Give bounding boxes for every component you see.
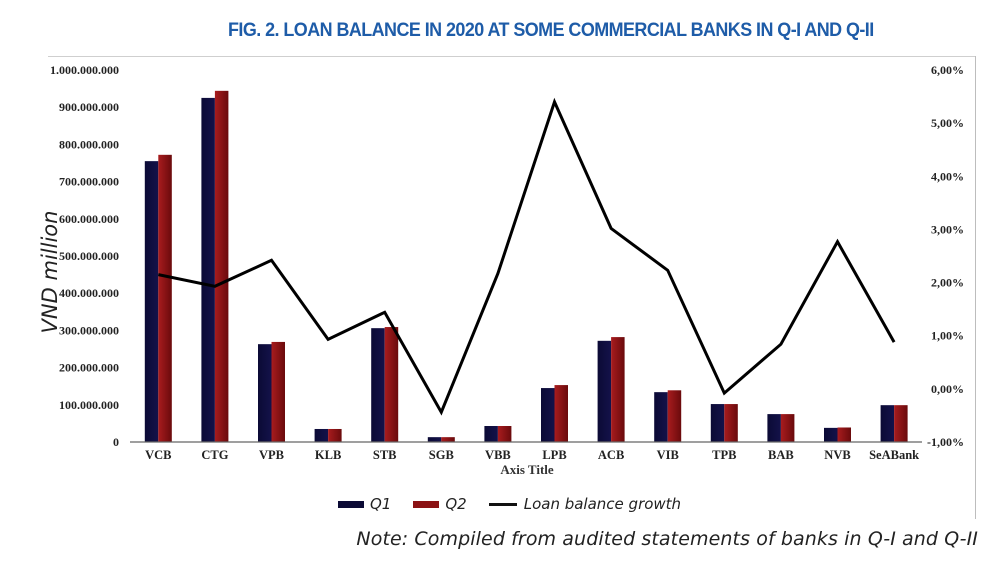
chart-frame-top-border [48, 56, 976, 57]
legend-label-q2: Q2 [445, 495, 467, 513]
x-tick-label: NVB [824, 448, 850, 462]
bar-q2-vib [667, 390, 682, 442]
y-tick-label: 400.000.000 [59, 286, 119, 300]
y2-tick-label: 6,00% [931, 63, 964, 77]
bar-q1-lpb [541, 388, 555, 442]
y2-tick-label: -1,00% [927, 435, 964, 449]
bar-q1-stb [371, 328, 385, 442]
legend-label-q1: Q1 [370, 495, 392, 513]
y2-tick-label: 1,00% [931, 329, 964, 343]
bar-q2-ctg [214, 90, 229, 442]
chart-legend: Q1 Q2 Loan balance growth [338, 494, 703, 514]
legend-item-q1: Q1 [338, 495, 391, 513]
x-tick-label: KLB [315, 448, 341, 462]
bar-q2-bab [780, 414, 795, 442]
x-tick-label: LPB [542, 448, 566, 462]
bar-q2-vcb [158, 154, 172, 443]
bar-q2-vbb [497, 426, 512, 442]
bar-q1-nvb [824, 427, 838, 442]
legend-swatch-q1 [338, 500, 364, 508]
right-y-axis-ticks: -1,00% 0,00% 1,00% 2,00% 3,00% 4,00% 5,00% 6,00… [927, 63, 964, 449]
bar-q1-vbb [484, 426, 498, 442]
bar-q1-bab [767, 414, 781, 442]
bar-q1-sgb [427, 437, 442, 442]
bar-q1-acb [597, 340, 612, 442]
chart-title: FIG. 2. LOAN BALANCE IN 2020 AT SOME COM… [228, 19, 874, 41]
x-tick-label: STB [373, 448, 397, 462]
x-tick-label: ACB [598, 448, 624, 462]
y2-tick-label: 2,00% [931, 276, 964, 290]
x-tick-label: VIB [657, 448, 679, 462]
y2-tick-label: 3,00% [931, 222, 964, 236]
bar-q2-vpb [271, 341, 285, 442]
y-tick-label: 500.000.000 [59, 249, 119, 263]
y-tick-label: 900.000.000 [59, 100, 119, 114]
y-tick-label: 800.000.000 [59, 137, 119, 151]
x-tick-label: CTG [201, 448, 228, 462]
y2-tick-label: 4,00% [931, 169, 964, 183]
bar-q2-tpb [724, 404, 738, 442]
y2-tick-label: 5,00% [931, 116, 964, 130]
y-tick-label: 200.000.000 [59, 361, 119, 375]
bar-q2-acb [611, 337, 625, 442]
legend-line-growth [488, 502, 517, 506]
x-tick-label: VCB [145, 448, 171, 462]
bar-q2-sgb [441, 437, 455, 442]
bar-q2-lpb [554, 385, 568, 442]
bar-q1-ctg [201, 97, 215, 443]
x-tick-label: SGB [429, 448, 454, 462]
y-tick-label: 700.000.000 [59, 175, 119, 189]
y-tick-label: 0 [113, 435, 119, 449]
bar-q1-vcb [144, 161, 159, 442]
y-tick-label: 1.000.000.000 [50, 63, 119, 77]
chart-frame-right-border [975, 56, 976, 519]
y-tick-label: 600.000.000 [59, 212, 119, 226]
bar-q1-tpb [710, 404, 725, 442]
x-tick-label: BAB [768, 448, 794, 462]
left-y-axis-ticks: 0 100.000.000 200.000.000 300.000.000 400.00… [50, 63, 119, 449]
bar-q1-klb [314, 428, 329, 442]
loan-growth-line [157, 97, 896, 416]
x-axis-title: Axis Title [500, 462, 554, 477]
x-tick-label: SeABank [869, 448, 919, 462]
y-tick-label: 100.000.000 [59, 398, 119, 412]
bar-q2-nvb [837, 427, 851, 442]
bar-q1-vib [654, 392, 668, 442]
bar-q2-seabank [894, 405, 908, 442]
x-tick-label: VPB [259, 448, 284, 462]
x-tick-label: TPB [712, 448, 736, 462]
x-axis-category-labels: VCB CTG VPB KLB STB SGB VBB LPB ACB VIB TPB BAB NVB S… [145, 448, 919, 462]
source-note: Note: Compiled from audited statements o… [356, 528, 978, 550]
y2-tick-label: 0,00% [931, 382, 964, 396]
bar-q1-seabank [880, 405, 895, 442]
y-axis-title: VND million [38, 210, 62, 334]
legend-item-q2: Q2 [413, 495, 467, 513]
bar-series [144, 90, 908, 443]
y-tick-label: 300.000.000 [59, 323, 119, 337]
legend-item-growth: Loan balance growth [488, 495, 682, 513]
bar-q1-vpb [258, 344, 272, 442]
x-tick-label: VBB [485, 448, 511, 462]
legend-label-growth: Loan balance growth [523, 495, 682, 513]
legend-swatch-q2 [413, 500, 440, 508]
bar-q2-klb [328, 428, 342, 442]
bar-q2-stb [384, 327, 399, 442]
